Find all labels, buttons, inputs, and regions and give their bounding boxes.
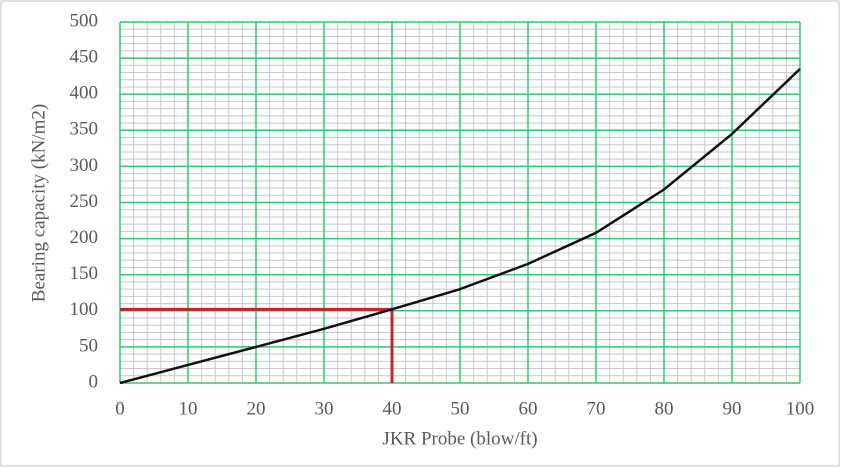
x-tick-label: 50: [451, 398, 470, 419]
x-tick-label: 80: [655, 398, 674, 419]
x-tick-label: 100: [786, 398, 815, 419]
y-tick-label: 50: [79, 335, 98, 356]
y-tick-label: 350: [70, 119, 99, 140]
y-tick-label: 100: [70, 299, 99, 320]
y-tick-label: 0: [89, 371, 99, 392]
y-tick-label: 400: [70, 83, 99, 104]
x-axis-label: JKR Probe (blow/ft): [382, 428, 537, 449]
y-tick-label: 200: [70, 227, 99, 248]
y-axis-label: Bearing capacity (kN/m2): [28, 104, 49, 302]
x-tick-label: 60: [519, 398, 538, 419]
y-tick-label: 250: [70, 191, 99, 212]
x-tick-label: 0: [115, 398, 125, 419]
y-tick-label: 150: [70, 263, 99, 284]
x-tick-label: 40: [383, 398, 402, 419]
y-tick-label: 300: [70, 155, 99, 176]
x-tick-label: 90: [723, 398, 742, 419]
y-tick-label: 450: [70, 46, 99, 67]
y-tick-label: 500: [70, 10, 99, 31]
x-tick-label: 70: [587, 398, 606, 419]
data-line: [119, 68, 801, 385]
x-tick-label: 10: [179, 398, 198, 419]
x-tick-label: 20: [247, 398, 266, 419]
x-tick-label: 30: [315, 398, 334, 419]
